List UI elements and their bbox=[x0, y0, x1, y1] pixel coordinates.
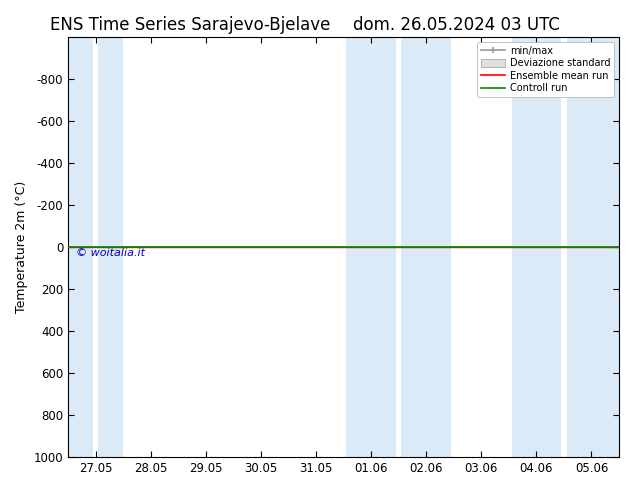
Text: © woitalia.it: © woitalia.it bbox=[76, 248, 145, 258]
Bar bbox=[401, 37, 451, 457]
Bar bbox=[68, 37, 93, 457]
Bar bbox=[567, 37, 619, 457]
Bar bbox=[346, 37, 396, 457]
Bar bbox=[512, 37, 561, 457]
Text: ENS Time Series Sarajevo-Bjelave: ENS Time Series Sarajevo-Bjelave bbox=[50, 16, 330, 34]
Text: dom. 26.05.2024 03 UTC: dom. 26.05.2024 03 UTC bbox=[353, 16, 560, 34]
Y-axis label: Temperature 2m (°C): Temperature 2m (°C) bbox=[15, 181, 28, 313]
Bar bbox=[98, 37, 123, 457]
Legend: min/max, Deviazione standard, Ensemble mean run, Controll run: min/max, Deviazione standard, Ensemble m… bbox=[477, 42, 614, 97]
